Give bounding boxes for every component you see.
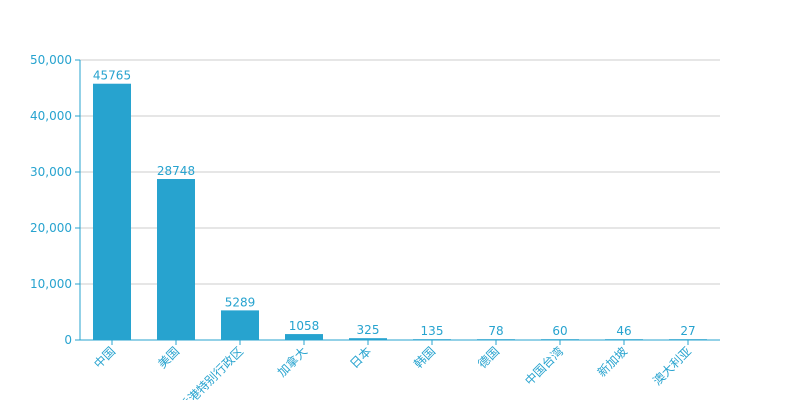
y-tick-label: 10,000 (30, 277, 72, 291)
y-tick-label: 40,000 (30, 109, 72, 123)
bar-value-label: 45765 (93, 69, 131, 83)
y-tick-label: 30,000 (30, 165, 72, 179)
bar-value-label: 135 (421, 324, 444, 338)
axes: 0 10,000 20,000 30,000 40,000 50,000 中国 美国香港特别行… (30, 53, 720, 404)
bar-value-label: 60 (552, 324, 567, 338)
bar[interactable] (157, 179, 195, 340)
y-tick-label: 0 (64, 333, 72, 347)
bar[interactable] (285, 334, 323, 340)
y-tick-label: 50,000 (30, 53, 72, 67)
x-tick-label: 中国 (91, 344, 119, 372)
bar-value-label: 27 (680, 324, 695, 338)
bar-value-label: 78 (488, 324, 503, 338)
bar[interactable] (221, 310, 259, 340)
bar-value-label: 325 (357, 323, 380, 337)
bar-value-label: 28748 (157, 164, 195, 178)
bar[interactable] (93, 83, 131, 340)
data-labels: 45765 28748 5289 1058 325 135 78 60 46 27 (93, 69, 696, 338)
bar[interactable] (349, 338, 387, 340)
x-tick-label: 澳大利亚 (650, 344, 694, 388)
bars (93, 83, 707, 340)
x-tick-label: 日本 (347, 344, 374, 371)
bar-value-label: 5289 (225, 295, 256, 309)
x-tick-label: 加拿大 (274, 344, 310, 380)
bar-value-label: 1058 (289, 319, 320, 333)
bar-value-label: 46 (616, 324, 631, 338)
y-tick-label: 20,000 (30, 221, 72, 235)
x-tick-label: 中国台湾 (522, 344, 567, 389)
x-tick-label: 韩国 (411, 344, 439, 372)
x-tick-label: 美国 (155, 344, 182, 371)
x-tick-label: 德国 (475, 344, 503, 372)
x-tick-label: 新加坡 (594, 344, 630, 380)
x-tick-label: 香港特别行政区 (176, 344, 246, 400)
